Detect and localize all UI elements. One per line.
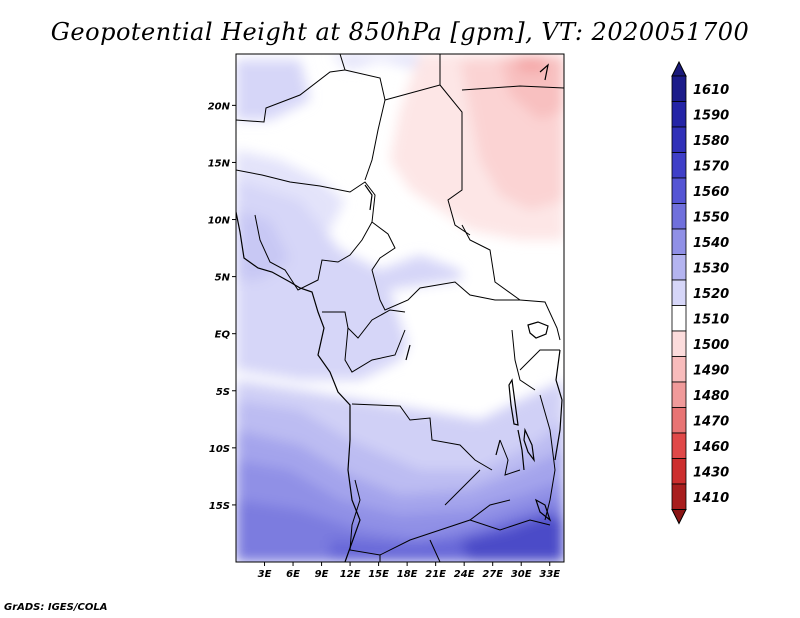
colorbar-swatch bbox=[671, 126, 687, 153]
colorbar-label: 1560 bbox=[693, 185, 729, 200]
colorbar-label: 1460 bbox=[693, 440, 729, 455]
x-tick-label: 6E bbox=[286, 569, 300, 580]
x-tick-label: 27E bbox=[482, 569, 503, 580]
x-tick-label: 30E bbox=[511, 569, 532, 580]
coastline bbox=[236, 63, 563, 562]
colorbar-label: 1470 bbox=[693, 414, 729, 429]
colorbar-swatch bbox=[671, 407, 687, 434]
colorbar-label: 1480 bbox=[693, 389, 729, 404]
country-borders bbox=[236, 54, 564, 562]
colorbar-label: 1490 bbox=[693, 363, 729, 378]
height-field bbox=[236, 54, 564, 562]
colorbar-swatch bbox=[671, 101, 687, 128]
colorbar-label: 1530 bbox=[693, 261, 729, 276]
colorbar-swatch bbox=[671, 381, 687, 408]
colorbar-top-cap bbox=[671, 60, 687, 77]
x-tick-label: 9E bbox=[315, 569, 329, 580]
lakes bbox=[405, 321, 552, 522]
colorbar-label: 1430 bbox=[693, 465, 729, 480]
x-tick-label: 33E bbox=[539, 569, 560, 580]
y-tick-label: 10N bbox=[208, 216, 231, 227]
colorbar-label: 1410 bbox=[693, 491, 729, 506]
colorbar-swatch bbox=[671, 228, 687, 255]
x-tick-label: 3E bbox=[258, 569, 272, 580]
colorbar: 1610 1590 1580 1570 1560 1550 1540 1530 1520 1510… bbox=[671, 60, 729, 525]
colorbar-label: 1580 bbox=[693, 134, 729, 149]
colorbar-label: 1540 bbox=[693, 236, 729, 251]
colorbar-swatch bbox=[671, 75, 687, 102]
colorbar-swatch bbox=[671, 432, 687, 459]
x-tick-label: 24E bbox=[454, 569, 475, 580]
map-title: Geopotential Height at 850hPa [gpm], VT:… bbox=[50, 18, 750, 46]
colorbar-swatch bbox=[671, 254, 687, 281]
plot-frame bbox=[235, 53, 565, 563]
colorbar-label: 1570 bbox=[693, 159, 729, 174]
colorbar-label: 1590 bbox=[693, 108, 729, 123]
x-tick-label: 21E bbox=[425, 569, 446, 580]
x-tick-label: 12E bbox=[340, 569, 361, 580]
colorbar-bottom-cap bbox=[671, 509, 687, 525]
colorbar-label: 1500 bbox=[693, 338, 729, 353]
x-tick-label: 15E bbox=[368, 569, 389, 580]
colorbar-swatch bbox=[671, 483, 687, 510]
x-tick-label: 18E bbox=[397, 569, 418, 580]
x-axis: 3E 6E 9E 12E 15E 18E 21E 24E 27E 30E 33E bbox=[258, 562, 560, 580]
y-tick-label: 20N bbox=[208, 101, 231, 112]
colorbar-label: 1550 bbox=[693, 210, 729, 225]
y-tick-label: EQ bbox=[215, 330, 231, 341]
colorbar-swatch bbox=[671, 152, 687, 179]
colorbar-swatch bbox=[671, 305, 687, 332]
colorbar-swatch bbox=[671, 203, 687, 230]
y-tick-label: 5S bbox=[216, 387, 230, 398]
y-tick-label: 5N bbox=[215, 273, 231, 284]
colorbar-swatch bbox=[671, 279, 687, 306]
colorbar-swatch bbox=[671, 177, 687, 204]
grads-credit: GrADS: IGES/COLA bbox=[4, 602, 108, 613]
colorbar-label: 1610 bbox=[693, 83, 729, 98]
y-tick-label: 15S bbox=[209, 501, 230, 512]
colorbar-swatch bbox=[671, 356, 687, 383]
y-tick-label: 15N bbox=[208, 158, 231, 169]
y-tick-label: 10S bbox=[209, 444, 230, 455]
y-axis: 20N 15N 10N 5N EQ 5S 10S 15S bbox=[208, 101, 236, 512]
colorbar-label: 1520 bbox=[693, 287, 729, 302]
colorbar-swatch bbox=[671, 458, 687, 485]
colorbar-label: 1510 bbox=[693, 312, 729, 327]
colorbar-swatch bbox=[671, 330, 687, 357]
